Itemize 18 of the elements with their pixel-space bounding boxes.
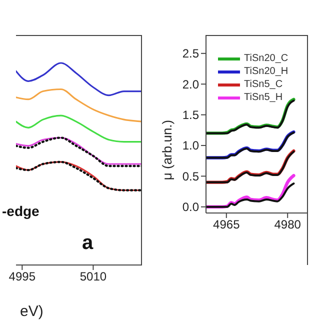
legend-label: TiSn5_H	[244, 91, 283, 104]
x-tick-label: 5010	[80, 270, 107, 284]
annotation: -edge	[2, 203, 40, 219]
y-tick-label: 2.5	[182, 46, 200, 61]
y-tick-label: 1.0	[182, 138, 200, 153]
x-tick-label: 4965	[213, 218, 240, 232]
y-axis-title: μ (arb.un.)	[160, 120, 174, 180]
legend-label: TiSn20_C	[244, 52, 288, 65]
y-tick-label: 0.5	[182, 169, 200, 184]
x-tick-label: 4980	[274, 218, 302, 232]
legend-label: TiSn20_H	[244, 65, 288, 78]
y-tick-label: 0.0	[182, 200, 200, 214]
x-tick-label: 4995	[8, 270, 36, 284]
x-axis-title: eV)	[20, 303, 44, 320]
y-tick-label: 1.5	[182, 108, 200, 122]
legend-label: TiSn5_C	[244, 78, 283, 91]
annotation: a	[82, 232, 94, 255]
y-tick-label: 2.0	[182, 77, 200, 92]
